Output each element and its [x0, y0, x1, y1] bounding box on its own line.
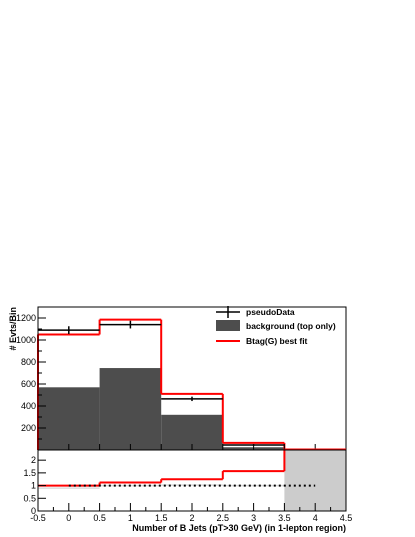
x-tick-label: 3.5 [278, 513, 291, 523]
ratio-gray-region [284, 450, 346, 511]
x-tick-label: 0 [66, 513, 71, 523]
y-tick-label: 600 [21, 379, 36, 389]
ratio-y-tick-label: 2 [31, 455, 36, 465]
ratio-panel: 00.511.52-0.5 0 0.5 1 1.5 2 2.5 3 3.5 4 4.5 [23, 448, 353, 523]
legend-label-fit: Btag(G) best fit [246, 336, 308, 346]
ratio-band [222, 484, 285, 487]
x-tick-label: 3 [251, 513, 256, 523]
y-tick-label: 800 [21, 357, 36, 367]
x-tick-label: 2.5 [217, 513, 230, 523]
y-tick-label: 1000 [16, 335, 36, 345]
legend: pseudoData background (top only) Btag(G) b… [216, 306, 336, 346]
y-tick-label: 200 [21, 423, 36, 433]
x-tick-label: 4 [313, 513, 318, 523]
background-bar [38, 387, 100, 450]
x-tick-label: 1.5 [155, 513, 168, 523]
y-tick-label: 1200 [16, 313, 36, 323]
legend-label-background: background (top only) [246, 321, 336, 331]
ratio-band [38, 487, 100, 489]
x-tick-label: 0.5 [93, 513, 106, 523]
ratio-y-tick-label: 0.5 [23, 493, 36, 503]
background-bar [99, 368, 162, 450]
y-axis-label: # Evts/Bin [8, 307, 18, 351]
x-axis-label: Number of B Jets (pT>30 GeV) (in 1-lepto… [132, 523, 346, 533]
y-tick-label: 400 [21, 401, 36, 411]
ratio-y-tick-label: 0 [31, 506, 36, 516]
x-tick-label: 1 [128, 513, 133, 523]
main-panel: 200 400 600 800 1000 1200 [16, 306, 347, 451]
ratio-band [161, 484, 223, 486]
x-tick-label: -0.5 [30, 513, 46, 523]
x-tick-label: 2 [189, 513, 194, 523]
legend-label-pseudodata: pseudoData [246, 307, 295, 317]
x-tick-label: 4.5 [340, 513, 353, 523]
legend-marker-background [216, 320, 240, 331]
ratio-y-tick-label: 1.5 [23, 468, 36, 478]
ratio-y-tick-label: 1 [31, 481, 36, 491]
